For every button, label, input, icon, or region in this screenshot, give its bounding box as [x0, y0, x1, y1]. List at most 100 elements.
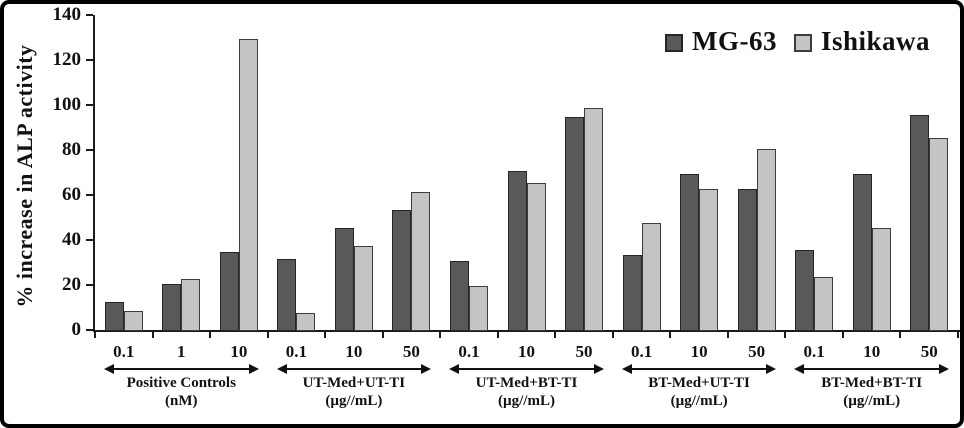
group-unit: (nM): [165, 393, 198, 409]
bar-ishikawa: [814, 277, 834, 331]
group-label: BT-Med+UT-TI: [648, 375, 750, 391]
group-arrow-line: [111, 368, 252, 370]
arrowhead-right-icon: [938, 364, 949, 374]
bar-ishikawa: [929, 137, 949, 331]
bar-ishikawa: [238, 38, 258, 331]
x-tick: [439, 332, 442, 338]
group-unit: (µg//mL): [498, 393, 555, 409]
legend-swatch-ishikawa: [793, 33, 812, 52]
bar-ishikawa: [181, 279, 201, 331]
category-label: 50: [920, 342, 938, 361]
x-tick: [957, 332, 959, 338]
y-tick-label: 100: [52, 94, 82, 115]
group-arrow: [449, 363, 604, 375]
bar-mg63: [162, 283, 182, 331]
category-label: 50: [748, 342, 766, 361]
bar-ishikawa: [871, 227, 891, 331]
bar-mg63: [622, 254, 642, 331]
legend-label-ishikawa: Ishikawa: [820, 26, 930, 56]
group-unit: (µg//mL): [325, 393, 383, 409]
x-tick: [209, 332, 212, 338]
group-arrow: [794, 363, 949, 375]
bar-ishikawa: [296, 313, 316, 331]
x-tick: [611, 332, 614, 338]
group-arrow-line: [801, 368, 942, 370]
group-arrow: [276, 363, 432, 375]
category-label: 0.1: [630, 342, 653, 361]
category-label: 0.1: [285, 342, 307, 361]
y-tick-label: 120: [52, 49, 82, 70]
y-tick-label: 40: [62, 229, 81, 250]
bar-mg63: [795, 250, 815, 331]
bar-mg63: [219, 252, 239, 331]
bar-ishikawa: [123, 310, 143, 331]
arrowhead-left-icon: [794, 364, 805, 374]
x-tick: [94, 332, 96, 338]
arrowhead-right-icon: [766, 364, 777, 374]
bar-ishikawa: [468, 286, 488, 331]
y-tick: [86, 329, 93, 331]
x-tick: [841, 332, 844, 338]
y-tick: [86, 104, 93, 106]
group-label: Positive Controls: [126, 375, 236, 391]
bar-mg63: [334, 227, 354, 331]
bar-mg63: [737, 189, 757, 331]
x-tick: [669, 332, 672, 338]
bar-mg63: [910, 115, 930, 331]
category-label: 10: [690, 342, 708, 361]
group-caption: UT-Med+UT-TI (µg//mL): [268, 374, 441, 410]
bar-mg63: [277, 259, 297, 331]
bar-ishikawa: [584, 108, 604, 331]
group-arrow-line: [283, 368, 425, 370]
group-caption: BT-Med+BT-TI (µg//mL): [785, 374, 958, 410]
y-tick: [86, 239, 93, 241]
y-tick: [86, 194, 93, 196]
group-caption: BT-Med+UT-TI (µg//mL): [613, 374, 786, 410]
y-tick: [86, 59, 93, 61]
bar-ishikawa: [353, 245, 373, 331]
y-tick: [86, 284, 93, 286]
group-arrow: [621, 363, 777, 375]
y-axis-line: [93, 15, 95, 332]
bar-ishikawa: [641, 223, 661, 331]
x-tick: [324, 332, 327, 338]
bar-mg63: [392, 209, 412, 331]
category-label: 50: [575, 342, 593, 361]
group-caption: Positive Controls (nM): [95, 374, 268, 410]
group-caption: UT-Med+BT-TI (µg//mL): [440, 374, 613, 410]
x-tick: [726, 332, 729, 338]
category-label: 10: [517, 342, 535, 361]
category-label: 1: [177, 342, 186, 361]
group-arrow: [104, 363, 259, 375]
bar-ishikawa: [756, 148, 776, 331]
arrowhead-right-icon: [248, 364, 259, 374]
arrowhead-left-icon: [104, 364, 114, 374]
x-tick: [496, 332, 499, 338]
y-tick: [86, 149, 93, 151]
legend-swatch-mg63: [664, 33, 683, 52]
y-axis-title: % increase in ALP activity: [12, 44, 37, 308]
x-tick: [899, 332, 902, 338]
bar-mg63: [852, 173, 872, 331]
category-label: 0.1: [113, 342, 135, 361]
bar-mg63: [507, 171, 527, 331]
category-label: 0.1: [458, 342, 480, 361]
arrowhead-left-icon: [276, 364, 287, 374]
arrowhead-right-icon: [593, 364, 604, 374]
arrowhead-left-icon: [621, 364, 632, 374]
bar-mg63: [565, 117, 585, 331]
bar-mg63: [104, 301, 124, 331]
y-tick-label: 80: [62, 139, 81, 160]
bar-ishikawa: [699, 189, 719, 331]
legend-label-mg63: MG-63: [691, 26, 777, 56]
group-unit: (µg//mL): [843, 393, 901, 409]
category-label: 50: [402, 342, 420, 361]
y-tick-label: 60: [62, 184, 81, 205]
bar-ishikawa: [411, 191, 431, 331]
group-arrow-line: [628, 368, 770, 370]
y-tick-label: 140: [52, 4, 82, 25]
category-label: 10: [863, 342, 881, 361]
bar-mg63: [680, 173, 700, 331]
